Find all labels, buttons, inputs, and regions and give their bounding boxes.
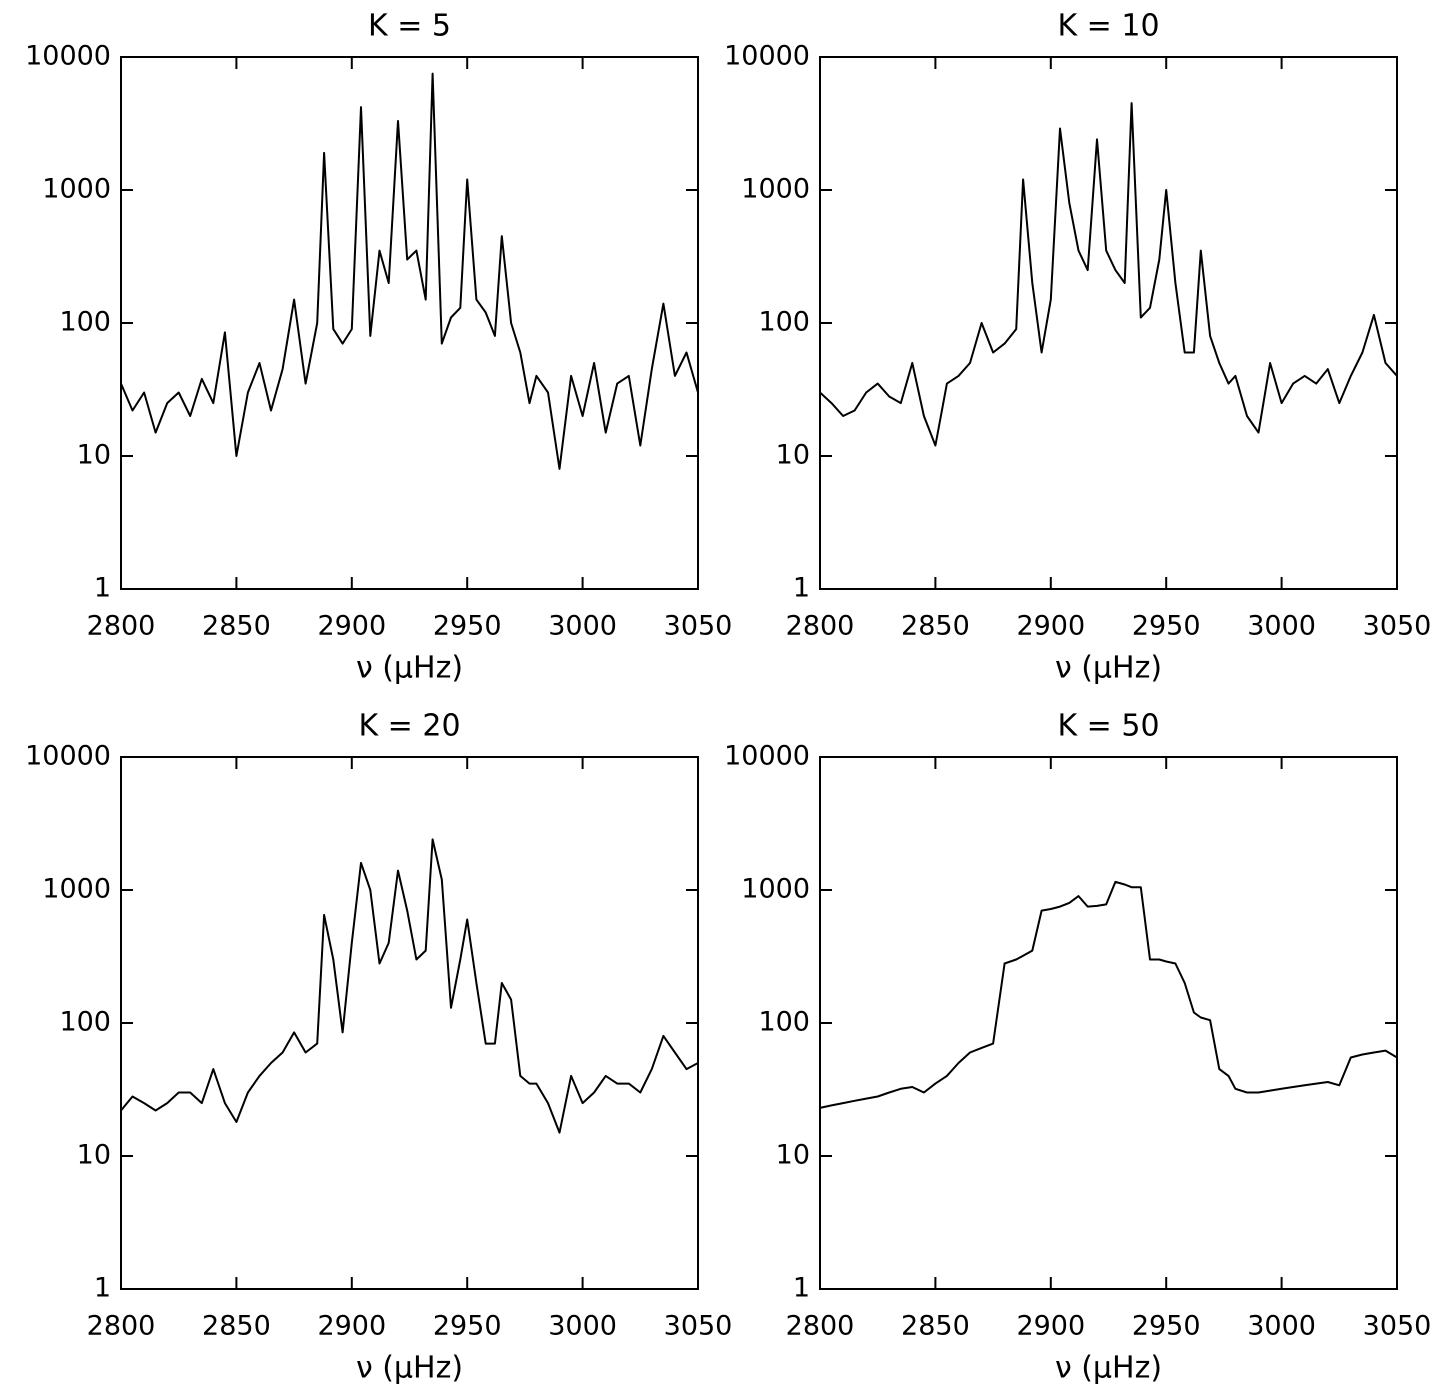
- y-tick-label: 100: [59, 307, 111, 338]
- spectrum-line: [120, 72, 699, 470]
- x-tick-label: 2950: [1132, 611, 1201, 642]
- y-tick-label: 10: [77, 1140, 111, 1171]
- panel-title: K = 50: [1057, 709, 1159, 744]
- plot-frame: [819, 756, 1398, 1290]
- x-axis-label: ν (μHz): [356, 651, 463, 686]
- panel-title: K = 20: [358, 709, 460, 744]
- y-tick-label: 1: [94, 1273, 111, 1304]
- y-tick-label: 100: [758, 307, 810, 338]
- x-tick-label: 2850: [202, 611, 271, 642]
- y-tick-label: 10000: [724, 741, 810, 772]
- x-axis-label: ν (μHz): [1055, 651, 1162, 686]
- x-tick-label: 2850: [202, 1311, 271, 1342]
- y-tick-label: 1000: [741, 874, 810, 905]
- plot-frame: [120, 756, 699, 1290]
- y-tick-label: 1000: [741, 174, 810, 205]
- x-tick-label: 3000: [548, 1311, 617, 1342]
- x-tick-label: 3000: [548, 611, 617, 642]
- spectrum-line: [120, 838, 699, 1134]
- x-tick-label: 2900: [1016, 611, 1085, 642]
- x-tick-label: 2800: [87, 1311, 156, 1342]
- plot-frame: [819, 56, 1398, 590]
- panel-title: K = 10: [1057, 9, 1159, 44]
- x-tick-label: 2850: [901, 1311, 970, 1342]
- x-axis-label: ν (μHz): [1055, 1351, 1162, 1386]
- y-tick-label: 1: [793, 573, 810, 604]
- x-tick-label: 2900: [317, 611, 386, 642]
- panel-title: K = 5: [368, 9, 451, 44]
- x-tick-label: 2950: [1132, 1311, 1201, 1342]
- y-tick-label: 10000: [25, 41, 111, 72]
- y-tick-label: 100: [59, 1007, 111, 1038]
- y-tick-label: 10000: [724, 41, 810, 72]
- x-tick-label: 2800: [87, 611, 156, 642]
- y-tick-label: 10000: [25, 741, 111, 772]
- x-tick-label: 2800: [786, 1311, 855, 1342]
- y-tick-label: 1: [94, 573, 111, 604]
- y-tick-label: 1000: [42, 874, 111, 905]
- x-tick-label: 3050: [664, 611, 733, 642]
- plot-frame: [120, 56, 699, 590]
- spectrum-line: [819, 880, 1398, 1109]
- y-tick-label: 100: [758, 1007, 810, 1038]
- x-tick-label: 2850: [901, 611, 970, 642]
- x-tick-label: 3000: [1247, 611, 1316, 642]
- x-tick-label: 3000: [1247, 1311, 1316, 1342]
- x-tick-label: 3050: [1363, 611, 1432, 642]
- x-tick-label: 3050: [1363, 1311, 1432, 1342]
- spectrum-line: [819, 102, 1398, 447]
- x-tick-label: 2800: [786, 611, 855, 642]
- x-tick-label: 2950: [433, 611, 502, 642]
- y-tick-label: 1: [793, 1273, 810, 1304]
- x-tick-label: 2950: [433, 1311, 502, 1342]
- y-tick-label: 10: [77, 440, 111, 471]
- x-tick-label: 2900: [317, 1311, 386, 1342]
- y-tick-label: 10: [776, 1140, 810, 1171]
- x-tick-label: 2900: [1016, 1311, 1085, 1342]
- x-tick-label: 3050: [664, 1311, 733, 1342]
- y-tick-label: 10: [776, 440, 810, 471]
- x-axis-label: ν (μHz): [356, 1351, 463, 1386]
- y-tick-label: 1000: [42, 174, 111, 205]
